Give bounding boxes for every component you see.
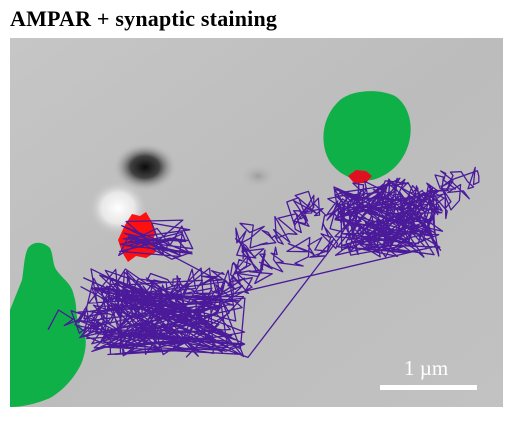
amp-receptor-trajectory: [47, 166, 480, 359]
scale-bar: [380, 385, 477, 390]
scale-bar-label: 1 µm: [404, 356, 449, 380]
dark-fluorescence-spot: [113, 143, 177, 191]
trajectory-path: [47, 166, 480, 359]
faint-fluorescence-spot: [240, 164, 276, 188]
synaptic-staining-region: [10, 242, 86, 407]
synaptic-staining-region: [323, 91, 411, 181]
figure-title: AMPAR + synaptic staining: [10, 6, 278, 31]
confined-trajectory-region: [348, 170, 372, 183]
